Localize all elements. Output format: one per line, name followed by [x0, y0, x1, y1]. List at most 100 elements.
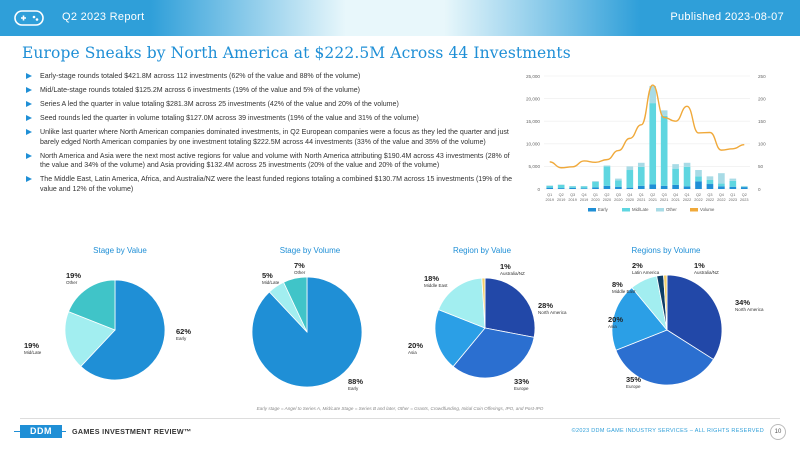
- bar-segment-midlate: [718, 183, 725, 187]
- bar-segment-other: [706, 176, 714, 180]
- y-right-tick-label: 0: [758, 187, 761, 192]
- pie-slice-europe: [615, 329, 714, 386]
- legend-label: Volume: [700, 207, 715, 212]
- bullet-text: Seed rounds led the quarter in volume to…: [40, 114, 419, 122]
- x-tick-label: 2021: [671, 198, 679, 202]
- gamepad-icon: [14, 10, 44, 26]
- y-right-tick-label: 50: [758, 164, 764, 169]
- bullet-item: North America and Asia were the next mos…: [26, 152, 514, 171]
- copyright: ©2023 DDM GAME INDUSTRY SERVICES – ALL R…: [571, 428, 764, 434]
- bar-segment-other: [660, 110, 668, 116]
- bar-segment-other: [649, 85, 657, 104]
- bar-segment-midlate: [592, 181, 599, 188]
- x-tick-label: Q1: [547, 193, 552, 197]
- bullet-arrow-icon: [26, 100, 32, 107]
- pie-label: 35% Europe: [626, 375, 642, 390]
- bar-segment-midlate: [649, 103, 657, 185]
- pie-label: 19% Other: [66, 271, 82, 286]
- x-tick-label: 2023: [740, 198, 748, 202]
- pie-label: 8% Middle East: [612, 280, 636, 295]
- bullet-text: Unlike last quarter where North American…: [40, 128, 509, 146]
- bullet-item: Mid/Late-stage rounds totaled $125.2M ac…: [26, 86, 514, 96]
- bar-segment-midlate: [706, 179, 714, 185]
- volume-line: [549, 84, 745, 169]
- bar-segment-other: [695, 170, 702, 177]
- bullet-arrow-icon: [26, 73, 32, 79]
- x-tick-label: Q2: [650, 193, 655, 197]
- region-volume-pie: [611, 274, 723, 386]
- bar-segment-early: [672, 184, 679, 189]
- x-tick-label: 2020: [614, 198, 622, 202]
- footer-divider: [20, 418, 780, 419]
- y-left-tick-label: 15,000: [526, 119, 540, 124]
- region-value-pie: [434, 277, 536, 379]
- bar-segment-early: [637, 185, 645, 189]
- bar-segment-early: [546, 187, 554, 189]
- bar-segment-early: [626, 187, 634, 189]
- bullet-item: Unlike last quarter where North American…: [26, 128, 514, 147]
- pie-label: 88% Early: [348, 377, 364, 392]
- x-tick-label: 2022: [717, 198, 725, 202]
- bullet-text: North America and Asia were the next mos…: [40, 152, 510, 170]
- pie-slice-other: [67, 279, 116, 331]
- pie-slice-early: [80, 279, 166, 381]
- bullet-text: Series A led the quarter in value totali…: [40, 100, 399, 108]
- bar-segment-early: [592, 187, 599, 189]
- page-title: Europe Sneaks by North America at $222.5…: [22, 44, 571, 62]
- bar-segment-early: [603, 185, 611, 189]
- pie-label: 18% Middle East: [424, 274, 448, 289]
- y-left-tick-label: 5,000: [529, 164, 541, 169]
- x-tick-label: Q3: [570, 193, 575, 197]
- y-right-tick-label: 200: [758, 96, 766, 101]
- bar-segment-other: [626, 166, 634, 171]
- pie-label: 1% Australia/NZ: [500, 262, 525, 277]
- bullet-item: Early-stage rounds totaled $421.8M acros…: [26, 72, 514, 82]
- bar-segment-other: [615, 178, 622, 181]
- x-tick-label: 2020: [591, 198, 599, 202]
- bar-segment-other: [603, 165, 611, 167]
- legend-swatch: [588, 208, 596, 212]
- pie-label: 7% Other: [294, 261, 306, 276]
- bar-segment-midlate: [603, 166, 611, 186]
- x-tick-label: Q2: [559, 193, 564, 197]
- page-number: 10: [770, 424, 786, 440]
- bullet-arrow-icon: [26, 128, 32, 135]
- legend-label: Early: [598, 207, 609, 212]
- header-right-tab: [640, 0, 800, 36]
- bar-segment-early: [615, 186, 622, 189]
- report-label: Q2 2023 Report: [62, 11, 145, 23]
- bar-segment-midlate: [580, 186, 588, 189]
- pie-label: 1% Australia/NZ: [694, 261, 719, 276]
- x-tick-label: Q2: [696, 193, 701, 197]
- x-tick-label: 2021: [637, 198, 645, 202]
- legend-swatch: [690, 208, 698, 212]
- bar-segment-other: [718, 173, 725, 184]
- x-tick-label: 2020: [603, 198, 611, 202]
- x-tick-label: Q3: [707, 193, 712, 197]
- legend-swatch: [622, 208, 630, 212]
- pie-label: 33% Europe: [514, 377, 530, 392]
- legend-label: Mid/Late: [632, 207, 649, 212]
- y-right-tick-label: 150: [758, 119, 766, 124]
- x-tick-label: 2022: [706, 198, 714, 202]
- bullet-text: The Middle East, Latin America, Africa, …: [40, 176, 513, 193]
- pie-label: 2% Latin America: [632, 261, 660, 276]
- y-left-tick-label: 20,000: [526, 96, 540, 101]
- pie-slice-australianz: [663, 274, 668, 331]
- bar-segment-midlate: [672, 168, 679, 185]
- bar-segment-early: [740, 187, 748, 189]
- bullet-text: Mid/Late-stage rounds totaled $125.2M ac…: [40, 86, 361, 94]
- x-tick-label: 2019: [545, 198, 553, 202]
- bullet-arrow-icon: [26, 176, 32, 183]
- pie-title-region-volume: Regions by Volume: [631, 246, 701, 255]
- bar-segment-other: [637, 162, 645, 167]
- bar-segment-early: [706, 184, 714, 189]
- bullet-list: Early-stage rounds totaled $421.8M acros…: [26, 72, 514, 199]
- x-tick-label: 2022: [694, 198, 702, 202]
- bar-segment-midlate: [546, 185, 554, 188]
- x-tick-label: Q2: [742, 193, 747, 197]
- pie-title-stage-volume: Stage by Volume: [279, 246, 341, 255]
- bar-segment-other: [729, 178, 737, 181]
- x-tick-label: 2021: [660, 198, 668, 202]
- bar-segment-early: [718, 186, 725, 189]
